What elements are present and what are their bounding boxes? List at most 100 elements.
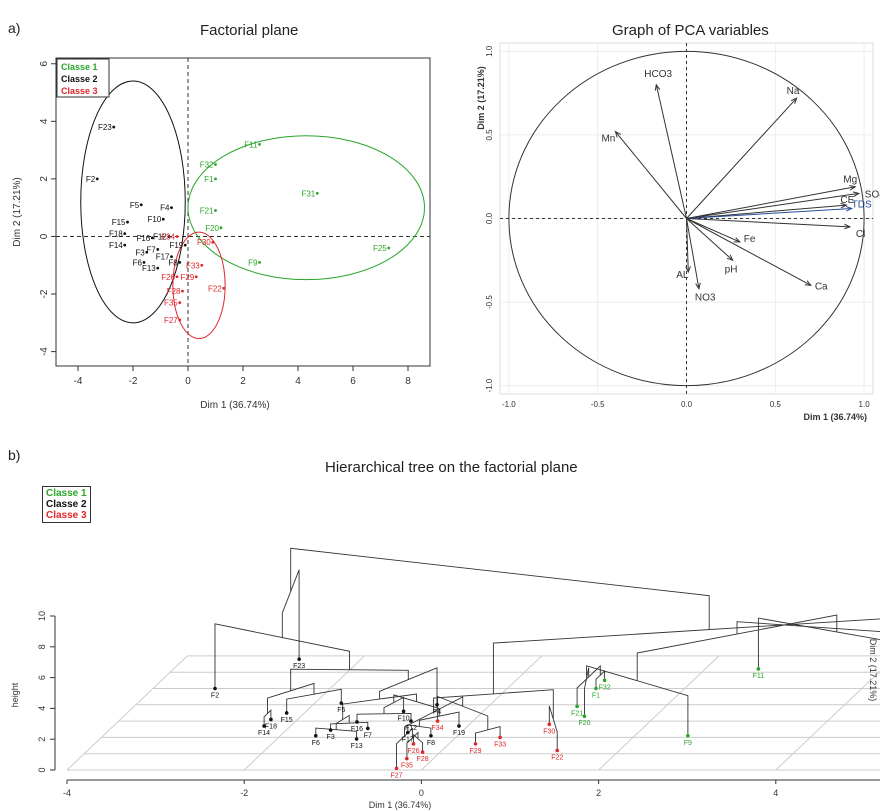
variable-label: pH — [725, 264, 738, 275]
variable-arrow — [686, 218, 734, 261]
point-label: F2 — [86, 175, 96, 184]
dendrogram-branch — [437, 695, 489, 730]
leaf-point — [457, 724, 461, 728]
arrow-head — [790, 97, 798, 104]
leaf-point — [339, 701, 344, 705]
x-tick-label: 6 — [350, 376, 356, 387]
leaf-label: F6 — [312, 740, 320, 747]
dendrogram-branch — [406, 731, 419, 759]
arrow-head — [840, 202, 848, 209]
x-tick-label: 8 — [405, 376, 411, 387]
leaf-point — [498, 735, 502, 740]
leaf-point — [355, 720, 359, 724]
leaf-point — [401, 709, 406, 714]
leaf-label: F9 — [684, 740, 692, 747]
dendrogram-branch — [342, 693, 417, 720]
factorial-legend: Classe 1 Classe 2 Classe 3 — [56, 58, 110, 98]
leaf-point — [406, 730, 410, 735]
factorial-plane-chart: -4 -2 0 2 4 6 8 -4 -2 0 2 4 6 Dim 1 (36.74%) Dim 2 (17… — [12, 57, 431, 411]
arrow-head — [685, 266, 691, 274]
leaf-label: F20 — [578, 720, 590, 727]
leaf-point — [269, 717, 273, 722]
variable-arrow — [655, 84, 687, 219]
x-tick-label: -2 — [129, 376, 138, 387]
leaf-label: F28 — [417, 756, 429, 763]
leaf-point — [262, 724, 266, 728]
point — [150, 236, 154, 240]
point-label: F7 — [146, 245, 156, 254]
dendrogram-branch — [418, 711, 460, 727]
y-tick-label: 4 — [39, 118, 50, 124]
pca-variables-title: Graph of PCA variables — [612, 22, 769, 39]
variable-arrow — [686, 218, 689, 273]
leaf-label: F22 — [551, 754, 563, 761]
leaf-label: F13 — [351, 743, 363, 750]
leaf-label: F32 — [599, 684, 611, 691]
leaf-label: F11 — [753, 673, 765, 680]
leaf-point — [555, 748, 560, 753]
legend-box — [56, 58, 110, 98]
leaf-label: F15 — [281, 717, 293, 724]
point-label: F6 — [133, 258, 143, 267]
legend-entry: Classe 1 — [61, 62, 98, 72]
point — [178, 318, 182, 322]
x-tick-label: -4 — [63, 788, 71, 798]
x-tick-label: 0 — [185, 376, 191, 387]
leaf-point — [686, 733, 690, 738]
panel-b-letter: b) — [8, 447, 21, 463]
point — [181, 289, 184, 293]
dendrogram-branch — [290, 547, 710, 630]
leaf-label: F29 — [469, 748, 481, 755]
panel-a-letter: a) — [8, 20, 21, 36]
variable-label: TDS — [852, 199, 872, 210]
point-label: F17 — [156, 253, 170, 262]
point — [175, 275, 179, 279]
y-tick-label: 2 — [39, 176, 50, 182]
point-label: F12 — [153, 232, 167, 241]
point — [214, 177, 217, 181]
arrow-head — [844, 223, 852, 230]
point — [156, 266, 160, 270]
point-label: F3 — [135, 248, 145, 257]
x-tick-label: 0.0 — [681, 400, 693, 409]
tree-chart: -4-202468Dim 1 (36.74%)-3-2-101234Dim 2 … — [10, 547, 880, 810]
point — [123, 232, 127, 235]
leaf-point — [429, 733, 433, 738]
point — [156, 248, 160, 251]
point — [214, 163, 217, 166]
point-label: F13 — [142, 264, 156, 273]
point-label: F32 — [200, 161, 214, 170]
point — [170, 206, 173, 210]
variable-label: Mn — [601, 134, 615, 145]
x-tick-label: -4 — [74, 376, 83, 387]
point — [170, 255, 173, 259]
leaf-point — [435, 703, 439, 707]
arrow-head — [845, 206, 853, 212]
y-tick-label: -4 — [39, 347, 50, 356]
y-tick-label: 6 — [39, 61, 50, 67]
point-label: F23 — [98, 123, 112, 132]
variable-arrow — [686, 207, 852, 219]
dendrogram-branch — [576, 664, 601, 707]
x-axis-label: Dim 1 (36.74%) — [803, 412, 867, 422]
point-label: F35 — [164, 299, 178, 308]
point-label: F1 — [204, 175, 214, 184]
y-tick-label: 0.5 — [485, 129, 494, 141]
leaf-point — [575, 704, 579, 709]
variable-label: AL — [676, 270, 689, 281]
leaf-label: F2 — [211, 693, 219, 700]
point — [178, 260, 182, 264]
tree-legend: Classe 1 Classe 2 Classe 3 — [42, 486, 91, 523]
point-label: F18 — [109, 230, 123, 239]
dendrogram-branch — [286, 688, 342, 713]
point — [126, 220, 129, 224]
dendrogram-branch — [548, 705, 558, 751]
arrow-head — [614, 130, 621, 138]
variable-arrow — [686, 192, 859, 219]
leaf-label: F4 — [433, 709, 441, 716]
leaf-label: F3 — [327, 734, 335, 741]
point — [183, 243, 187, 247]
floor-grid-x — [775, 670, 880, 771]
point — [175, 235, 179, 238]
point — [123, 243, 127, 247]
